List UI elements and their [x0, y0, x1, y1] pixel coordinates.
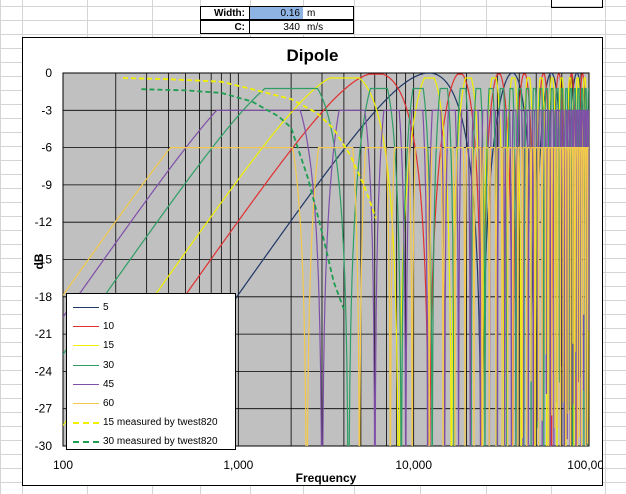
c-unit: m/s [303, 20, 354, 34]
width-value-cell[interactable]: 0.16 [250, 6, 303, 20]
chart-title: Dipole [286, 46, 339, 65]
y-tick-label: -9 [41, 178, 52, 192]
legend-swatch [73, 403, 99, 404]
legend-swatch [73, 307, 99, 308]
chart-area[interactable]: 0 -3 -6 -9 -12 -15 -18 -21 -24 -27 -30 100 1,000 10,0… [22, 37, 603, 486]
legend-item[interactable]: 5 [67, 299, 235, 317]
series-line-3 [63, 87, 589, 446]
legend-label: 30 measured by twest820 [103, 436, 218, 448]
legend-swatch [73, 383, 99, 385]
series-line-6 [122, 77, 377, 219]
y-tick-label: 0 [45, 66, 52, 80]
y-tick-label: -30 [35, 439, 53, 453]
y-tick-label: -3 [41, 103, 52, 117]
x-tick-label: 10,000 [395, 458, 432, 472]
width-unit: m [303, 6, 354, 20]
series-line-5 [63, 147, 589, 446]
c-label: C: [200, 20, 250, 34]
legend-label: 45 [103, 378, 115, 390]
legend-label: 60 [103, 398, 115, 409]
legend-item[interactable]: 10 [67, 318, 235, 336]
width-label: Width: [200, 6, 250, 20]
y-tick-label: -24 [35, 364, 53, 378]
x-tick-label: 100 [53, 458, 73, 472]
legend-label: 10 [103, 321, 115, 333]
legend-label: 15 measured by twest820 [103, 417, 218, 429]
legend-item[interactable]: 45 [67, 376, 235, 394]
y-tick-label: -12 [35, 215, 53, 229]
legend-swatch [73, 345, 99, 347]
x-axis-label: Frequency [296, 471, 357, 485]
x-tick-label: 100,000 [567, 458, 602, 472]
c-value-cell[interactable]: 340 [250, 20, 303, 34]
legend-item[interactable]: 15 [67, 337, 235, 355]
legend-item[interactable]: 30 measured by twest820 [67, 433, 235, 451]
legend-swatch [73, 422, 99, 425]
legend-swatch [73, 441, 99, 444]
chart-legend[interactable]: 5 10 15 30 45 60 15 measured by twest820 30 mea… [66, 293, 236, 450]
legend-item[interactable]: 30 [67, 357, 235, 375]
cell-selection-box [551, 0, 603, 8]
y-tick-label: -15 [35, 253, 53, 267]
y-tick-label: -27 [35, 402, 53, 416]
legend-swatch [73, 326, 99, 328]
legend-label: 30 [103, 359, 115, 371]
legend-swatch [73, 364, 99, 366]
x-tick-label: 1,000 [223, 458, 253, 472]
y-tick-label: -6 [41, 141, 52, 155]
legend-item[interactable]: 60 [67, 395, 235, 413]
legend-label: 5 [103, 302, 109, 313]
series-line-4 [63, 109, 589, 446]
y-axis-label: dB [32, 253, 46, 269]
legend-label: 15 [103, 340, 115, 352]
y-tick-label: -21 [35, 327, 53, 341]
y-tick-label: -18 [35, 290, 53, 304]
legend-item[interactable]: 15 measured by twest820 [67, 414, 235, 432]
